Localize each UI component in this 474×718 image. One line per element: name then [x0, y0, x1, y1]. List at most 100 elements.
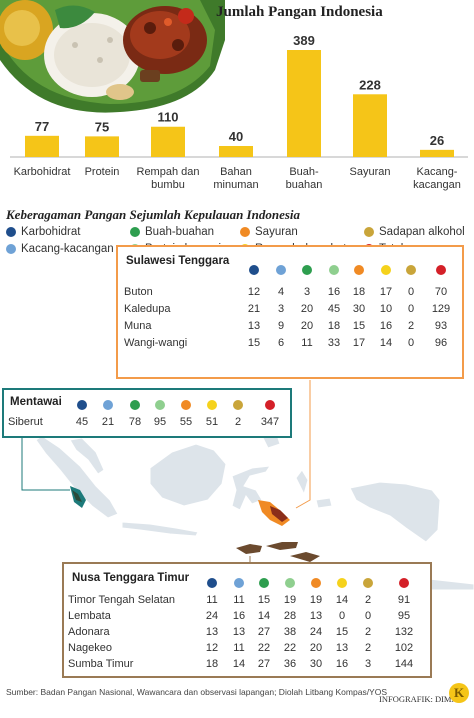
column-dot-icon [233, 400, 243, 410]
table-cell: 95 [153, 416, 167, 428]
legend-item: Sayuran [240, 226, 298, 238]
column-dot-icon [363, 578, 373, 588]
table-cell: 0 [364, 610, 372, 622]
bar-kacang-kacangan [420, 149, 454, 157]
category-label: kacangan [413, 179, 461, 191]
category-label: buahan [286, 179, 323, 191]
bar-value-label: 40 [229, 129, 243, 144]
table-cell: 9 [277, 320, 285, 332]
bar-sayuran [353, 94, 387, 157]
bar-bahan-minuman [219, 145, 253, 157]
bar-karbohidrat [25, 135, 59, 157]
column-dot-icon [311, 578, 321, 588]
table-mentawai: Mentawai Siberut 45 21 78 95 55 51 2 347 [2, 388, 292, 438]
table-cell: 347 [260, 416, 280, 428]
table-cell: 17 [379, 286, 393, 298]
table-cell: 27 [257, 626, 271, 638]
column-dot-icon [234, 578, 244, 588]
table-cell: 16 [379, 320, 393, 332]
column-dot-icon [130, 400, 140, 410]
region-title: Nusa Tenggara Timur [72, 572, 190, 584]
category-label: bumbu [151, 179, 185, 191]
column-dot-icon [207, 400, 217, 410]
column-dot-icon [337, 578, 347, 588]
table-cell: 3 [364, 658, 372, 670]
bar-value-label: 110 [158, 110, 179, 125]
table-nusa-tenggara-timur: Nusa Tenggara Timur Timor Tengah Selatan… [62, 562, 432, 678]
category-label: minuman [213, 179, 258, 191]
table-cell: 22 [283, 642, 297, 654]
table-cell: 14 [232, 658, 246, 670]
column-dot-icon [285, 578, 295, 588]
legend-item: Buah-buahan [130, 226, 214, 238]
table-cell: 78 [128, 416, 142, 428]
bar-value-label: 77 [35, 119, 49, 134]
table-cell: 95 [397, 610, 411, 622]
category-label: Protein [85, 166, 120, 178]
table-cell: 91 [397, 594, 411, 606]
table-cell: 24 [309, 626, 323, 638]
column-dot-icon [276, 265, 286, 275]
table-cell: 20 [300, 320, 314, 332]
table-sulawesi-tenggara: Sulawesi Tenggara Buton 12 4 3 16 18 17 0 70 Kale… [116, 245, 464, 379]
legend-dot-icon [130, 227, 140, 237]
column-dot-icon [436, 265, 446, 275]
column-dot-icon [155, 400, 165, 410]
table-cell: 13 [205, 626, 219, 638]
bar-value-label: 75 [95, 119, 109, 134]
bar-value-label: 228 [359, 77, 381, 92]
table-cell: 30 [352, 303, 366, 315]
row-label: Muna [124, 320, 152, 332]
table-cell: 51 [205, 416, 219, 428]
table-cell: 36 [283, 658, 297, 670]
table-cell: 3 [303, 286, 311, 298]
table-cell: 132 [394, 626, 414, 638]
bar-chart: 77 Karbohidrat 75 Protein 110 Rempah danbumbu… [10, 33, 468, 191]
legend-label: Buah-buahan [145, 226, 215, 238]
legend-dot-icon [6, 244, 16, 254]
region-title: Sulawesi Tenggara [126, 255, 230, 267]
food-illustration [0, 0, 225, 118]
table-cell: 28 [283, 610, 297, 622]
table-cell: 10 [379, 303, 393, 315]
row-label: Buton [124, 286, 153, 298]
column-dot-icon [103, 400, 113, 410]
column-dot-icon [207, 578, 217, 588]
legend-label: Sayuran [255, 226, 298, 238]
bar-protein [85, 136, 119, 157]
table-cell: 17 [352, 337, 366, 349]
legend-label: Karbohidrat [21, 226, 81, 238]
table-cell: 21 [247, 303, 261, 315]
category-label: Buah- [289, 166, 319, 178]
region-title: Mentawai [10, 396, 62, 408]
row-label: Timor Tengah Selatan [68, 594, 176, 606]
category-label: Bahan [220, 166, 252, 178]
column-dot-icon [77, 400, 87, 410]
table-cell: 0 [407, 303, 415, 315]
table-cell: 45 [75, 416, 89, 428]
chart-title: Jumlah Pangan Indonesia [216, 4, 383, 20]
table-cell: 30 [309, 658, 323, 670]
table-cell: 12 [247, 286, 261, 298]
table-cell: 11 [233, 594, 245, 606]
row-label: Kaledupa [124, 303, 171, 315]
source-note: Sumber: Badan Pangan Nasional, Wawancara… [6, 687, 388, 697]
table-cell: 18 [205, 658, 219, 670]
table-cell: 13 [247, 320, 261, 332]
table-cell: 38 [283, 626, 297, 638]
column-dot-icon [329, 265, 339, 275]
row-label: Siberut [8, 416, 43, 428]
row-label: Adonara [68, 626, 110, 638]
legend-item: Sadapan alkohol [364, 226, 465, 238]
table-cell: 18 [327, 320, 341, 332]
column-dot-icon [259, 578, 269, 588]
table-cell: 14 [257, 610, 271, 622]
column-dot-icon [381, 265, 391, 275]
table-cell: 24 [205, 610, 219, 622]
category-label: Sayuran [350, 166, 391, 178]
row-label: Lembata [68, 610, 111, 622]
column-dot-icon [354, 265, 364, 275]
row-label: Wangi-wangi [124, 337, 188, 349]
bar-buah-buahan [287, 50, 321, 157]
